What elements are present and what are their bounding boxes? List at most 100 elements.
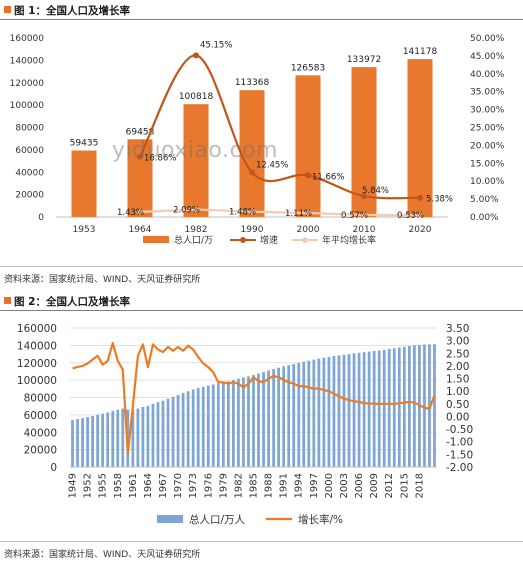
y2-tick-label: -2.00: [446, 462, 473, 474]
growth-data-label: 16.86%: [144, 154, 176, 164]
population-bar: [252, 375, 255, 467]
y-tick-label: 160000: [10, 34, 45, 44]
population-bar: [337, 355, 341, 467]
chart-1: 0 20000 40000 60000 80000 100000 120000 140000 1…: [10, 34, 505, 246]
avg-growth-point: [249, 209, 255, 215]
bar-data-label: 133972: [347, 55, 381, 65]
growth-data-label: 5.38%: [426, 195, 453, 205]
population-bar: [121, 408, 125, 467]
population-bar: [216, 383, 220, 467]
population-bar: [166, 398, 170, 467]
x-tick-label: 2015: [399, 473, 410, 498]
population-bar: [181, 392, 185, 467]
growth-data-label: 11.66%: [312, 172, 344, 182]
population-bar: [151, 403, 155, 467]
population-bar: [327, 356, 331, 467]
population-bar: [387, 348, 391, 467]
legend-bar-label: 总人口/万: [174, 234, 213, 246]
y2-tick-label: 0.50: [446, 399, 469, 411]
population-bar: [226, 381, 230, 467]
y2-tick-label: 15.00%: [470, 159, 505, 169]
population-bar: [232, 380, 235, 467]
avg-growth-point: [137, 209, 143, 215]
x-tick-label: 1955: [98, 473, 109, 498]
y-tick-label: 0: [38, 213, 44, 223]
y-tick-label: 40000: [24, 427, 57, 439]
population-bar: [332, 356, 336, 467]
growth-rate-point: [305, 172, 311, 179]
x-tick-label: 1964: [143, 473, 154, 498]
legend-growth-marker: [240, 237, 246, 243]
population-bar: [357, 352, 361, 467]
population-bar: [317, 358, 321, 467]
y2-tick-label: 3.50: [446, 323, 469, 335]
growth-rate-point: [193, 52, 199, 59]
population-bar: [186, 391, 190, 467]
x-tick-label: 2010: [353, 225, 376, 235]
x-tick-label: 1985: [249, 473, 260, 498]
title-marker-icon: [4, 297, 11, 304]
watermark: yiduoxiao.com: [112, 138, 278, 163]
x-tick-label: 1988: [264, 473, 275, 498]
population-bar: [127, 139, 153, 217]
x-tick-label: 1973: [188, 473, 199, 498]
y-tick-label: 60000: [15, 146, 44, 156]
population-bar: [242, 377, 245, 467]
population-bar: [352, 353, 356, 467]
bar-data-label: 59435: [70, 139, 99, 149]
avg-data-label: 1.48%: [229, 208, 256, 218]
y2-tick-label: 20.00%: [470, 141, 505, 151]
population-bar: [292, 364, 296, 467]
growth-rate-point: [137, 153, 143, 160]
growth-rate-line: [139, 54, 421, 200]
avg-data-label: 0.53%: [397, 211, 424, 221]
population-bar: [237, 378, 240, 467]
bar-data-label: 100818: [179, 92, 214, 102]
y2-tick-label: 0.00%: [470, 213, 499, 223]
x-tick-label: 1994: [294, 473, 305, 498]
figure-2-title-text: 图 2：全国人口及增长率: [14, 296, 130, 308]
growth-rate-point: [249, 169, 255, 176]
population-bar: [156, 402, 160, 467]
legend-line-label: 增长率/%: [298, 513, 343, 526]
x-tick-label: 1976: [203, 473, 214, 498]
y2-tick-label: 3.00: [446, 336, 469, 348]
y2-tick-label: 25.00%: [470, 124, 505, 134]
population-bar: [191, 389, 195, 467]
population-bar: [262, 372, 265, 467]
population-bar: [402, 346, 406, 467]
x-tick-label: 1967: [158, 473, 169, 498]
population-bar: [362, 352, 366, 467]
population-bar: [96, 414, 100, 467]
y-tick-label: 20000: [15, 191, 44, 201]
population-bar: [91, 415, 95, 467]
y2-tick-label: 2.00: [446, 361, 469, 373]
population-bar: [211, 384, 215, 467]
avg-growth-point: [305, 210, 311, 216]
figure-1-source: 资料来源：国家统计局、WIND、天风证券研究所: [4, 275, 201, 285]
population-bar: [71, 150, 97, 217]
figure-1-title: 图 1：全国人口及增长率: [4, 3, 130, 18]
y2-tick-label: 50.00%: [470, 34, 505, 44]
y2-tick-label: -1.00: [446, 437, 473, 449]
x-tick-label: 2018: [414, 473, 425, 498]
population-bar: [367, 351, 371, 467]
x-tick-label: 1952: [83, 473, 94, 498]
y2-tick-label: -0.50: [446, 424, 473, 436]
figure-2-top-rule: [0, 310, 523, 311]
x-tick-label: 1982: [185, 225, 208, 235]
legend-avg-label: 年平均增长率: [322, 234, 376, 246]
y-tick-label: 160000: [17, 323, 57, 335]
x-tick-label: 1964: [129, 225, 152, 235]
figure-2-title: 图 2：全国人口及增长率: [4, 294, 130, 309]
y2-tick-label: 10.00%: [470, 177, 505, 187]
x-tick-label: 1953: [73, 225, 96, 235]
y-tick-label: 40000: [15, 168, 44, 178]
y-tick-label: 140000: [10, 56, 45, 66]
population-bar: [397, 347, 401, 467]
population-bar: [412, 345, 416, 467]
y2-tick-label: 5.00%: [470, 195, 499, 205]
y2-tick-label: 35.00%: [470, 88, 505, 98]
avg-growth-point: [417, 212, 423, 218]
growth-data-label: 5.84%: [362, 186, 389, 196]
